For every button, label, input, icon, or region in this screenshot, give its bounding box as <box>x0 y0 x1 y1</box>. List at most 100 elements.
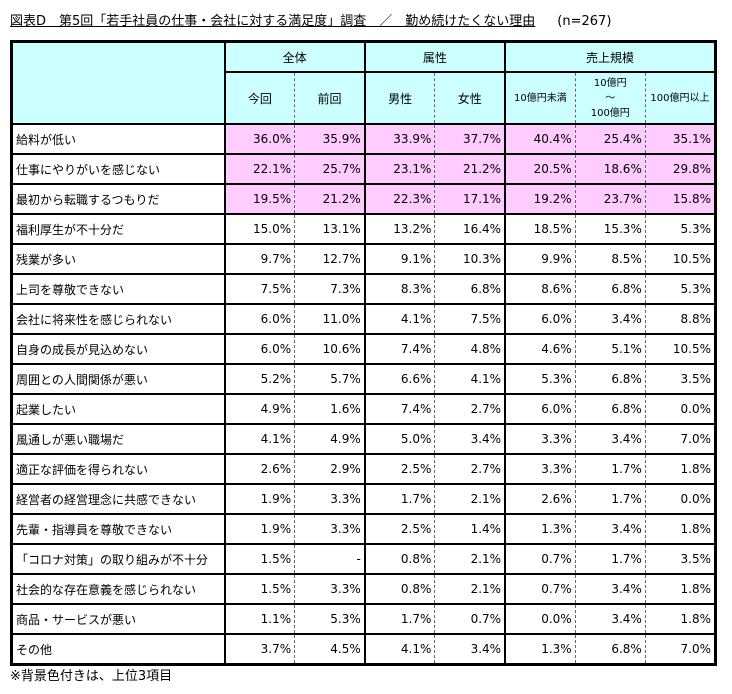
value-cell: 19.5% <box>223 183 295 215</box>
column-header-row: 今回 前回 男性 女性 10億円未満 10億円 ～ 100億円 100億円以上 <box>12 71 716 125</box>
value-cell: 8.8% <box>644 303 716 335</box>
value-cell: 0.8% <box>363 573 435 605</box>
row-label: 起業したい <box>11 393 226 425</box>
value-cell: 8.5% <box>574 243 646 275</box>
value-cell: 2.7% <box>434 453 506 485</box>
sample-size: (n=267) <box>557 14 612 29</box>
reasons-table: 全体 属性 売上規模 今回 前回 男性 女性 10億円未満 10億円 ～ 100億円 100… <box>10 40 717 666</box>
value-cell: 6.0% <box>223 333 295 365</box>
group-header: 売上規模 <box>504 40 716 73</box>
value-cell: 7.5% <box>434 303 506 335</box>
row-label: 先輩・指導員を尊敬できない <box>11 513 226 545</box>
value-cell: 21.2% <box>434 153 506 185</box>
table-row: 社会的な存在意義を感じられない 1.5% 3.3% 0.8% 2.1% 0.7% 3.4% 1… <box>11 573 716 605</box>
row-label: 経営者の経営理念に共感できない <box>11 483 226 515</box>
value-cell: 3.3% <box>294 483 365 515</box>
figure-title: 図表D 第5回「若手社員の仕事・会社に対する満足度」調査 ／ 勤め続けたくない理… <box>10 10 611 29</box>
value-cell: 3.4% <box>434 423 506 455</box>
value-cell: 1.8% <box>644 453 716 485</box>
value-cell: 1.3% <box>504 633 576 666</box>
value-cell: 20.5% <box>504 153 576 185</box>
value-cell: 3.5% <box>644 363 716 395</box>
value-cell: 4.6% <box>504 333 576 365</box>
value-cell: 6.8% <box>434 273 506 305</box>
value-cell: 2.9% <box>294 453 365 485</box>
value-cell: 5.3% <box>504 363 576 395</box>
value-cell: 0.7% <box>434 603 506 635</box>
table-row: その他 3.7% 4.5% 4.1% 3.4% 1.3% 6.8% 7.0% <box>11 633 716 666</box>
table-row: 適正な評価を得られない 2.6% 2.9% 2.5% 2.7% 3.3% 1.7% 1.8% <box>11 453 716 485</box>
value-cell: 1.4% <box>434 513 506 545</box>
column-header: 前回 <box>294 71 365 125</box>
value-cell: 2.6% <box>223 453 295 485</box>
value-cell: 6.6% <box>363 363 435 395</box>
value-cell: 2.6% <box>504 483 576 515</box>
value-cell: 10.3% <box>434 243 506 275</box>
value-cell: 4.9% <box>223 393 295 425</box>
value-cell: 1.8% <box>644 603 716 635</box>
table-row: 自身の成長が見込めない 6.0% 10.6% 7.4% 4.8% 4.6% 5.1% 10.5… <box>11 333 716 365</box>
table-row: 福利厚生が不十分だ 15.0% 13.1% 13.2% 16.4% 18.5% 15.3% 5… <box>11 213 716 245</box>
table-row: 風通しが悪い職場だ 4.1% 4.9% 5.0% 3.4% 3.3% 3.4% 7.0% <box>11 423 716 455</box>
group-header: 全体 <box>223 40 365 73</box>
value-cell: 5.0% <box>363 423 435 455</box>
value-cell: 6.0% <box>223 303 295 335</box>
value-cell: 5.3% <box>644 273 716 305</box>
value-cell: 7.4% <box>363 333 435 365</box>
value-cell: 2.1% <box>434 543 506 575</box>
table-row: 周囲との人間関係が悪い 5.2% 5.7% 6.6% 4.1% 5.3% 6.8% 3.5% <box>11 363 716 395</box>
value-cell: 5.3% <box>294 603 365 635</box>
value-cell: 29.8% <box>644 153 716 185</box>
value-cell: 13.1% <box>294 213 365 245</box>
value-cell: 3.5% <box>644 543 716 575</box>
value-cell: 3.3% <box>294 573 365 605</box>
row-label: 風通しが悪い職場だ <box>11 423 226 455</box>
row-label: その他 <box>11 633 226 666</box>
table-row: 残業が多い 9.7% 12.7% 9.1% 10.3% 9.9% 8.5% 10.5% <box>11 243 716 275</box>
value-cell: 2.5% <box>363 453 435 485</box>
value-cell: 25.4% <box>574 123 646 155</box>
value-cell: 40.4% <box>504 123 576 155</box>
value-cell: 33.9% <box>363 123 435 155</box>
value-cell: 3.4% <box>574 303 646 335</box>
value-cell: 8.3% <box>363 273 435 305</box>
row-label: 「コロナ対策」の取り組みが不十分 <box>11 543 226 575</box>
value-cell: 1.7% <box>363 603 435 635</box>
value-cell: 10.6% <box>294 333 365 365</box>
column-header: 男性 <box>363 71 435 125</box>
value-cell: 4.5% <box>294 633 365 666</box>
value-cell: 1.9% <box>223 513 295 545</box>
value-cell: 7.0% <box>644 633 716 666</box>
row-label: 会社に将来性を感じられない <box>11 303 226 335</box>
value-cell: 0.8% <box>363 543 435 575</box>
value-cell: 9.7% <box>223 243 295 275</box>
value-cell: 1.8% <box>644 513 716 545</box>
value-cell: 13.2% <box>363 213 435 245</box>
value-cell: 6.0% <box>504 303 576 335</box>
column-header: 女性 <box>434 71 506 125</box>
table-row: 給料が低い 36.0% 35.9% 33.9% 37.7% 40.4% 25.4% 35.1% <box>11 123 716 155</box>
table-row: 起業したい 4.9% 1.6% 7.4% 2.7% 6.0% 6.8% 0.0% <box>11 393 716 425</box>
value-cell: 1.7% <box>574 453 646 485</box>
value-cell: 3.4% <box>574 603 646 635</box>
table-row: 商品・サービスが悪い 1.1% 5.3% 1.7% 0.7% 0.0% 3.4% 1.8% <box>11 603 716 635</box>
value-cell: 21.2% <box>294 183 365 215</box>
row-label: 福利厚生が不十分だ <box>11 213 226 245</box>
column-header: 今回 <box>223 71 295 125</box>
value-cell: 3.4% <box>574 513 646 545</box>
value-cell: 7.3% <box>294 273 365 305</box>
value-cell: 5.1% <box>574 333 646 365</box>
value-cell: 3.3% <box>504 453 576 485</box>
value-cell: 2.1% <box>434 573 506 605</box>
value-cell: 5.7% <box>294 363 365 395</box>
row-label: 適正な評価を得られない <box>11 453 226 485</box>
table-row: 仕事にやりがいを感じない 22.1% 25.7% 23.1% 21.2% 20.5% 18.… <box>11 153 716 185</box>
value-cell: 7.5% <box>223 273 295 305</box>
value-cell: 16.4% <box>434 213 506 245</box>
value-cell: 6.8% <box>574 633 646 666</box>
value-cell: 12.7% <box>294 243 365 275</box>
row-label: 最初から転職するつもりだ <box>11 183 226 215</box>
value-cell: 3.4% <box>574 423 646 455</box>
row-label: 周囲との人間関係が悪い <box>11 363 226 395</box>
value-cell: 1.6% <box>294 393 365 425</box>
